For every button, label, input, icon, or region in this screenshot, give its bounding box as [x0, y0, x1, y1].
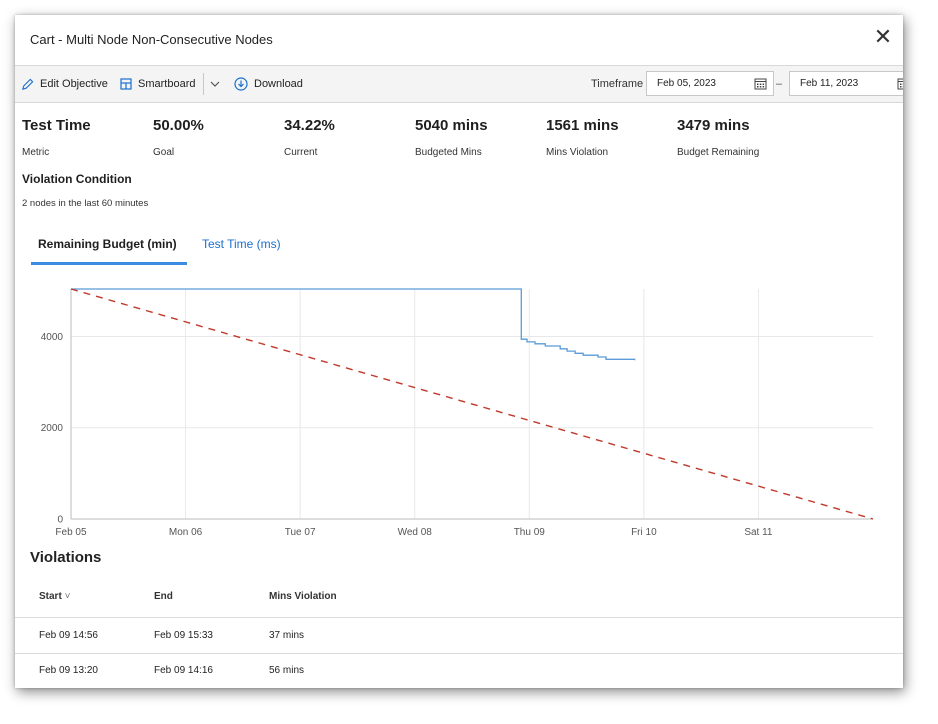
violation-mins-cell: 56 mins: [269, 665, 305, 676]
objective-dialog: Cart - Multi Node Non-Consecutive Nodes …: [15, 15, 903, 688]
x-tick-label: Thu 09: [514, 527, 546, 538]
budget-remaining-label: Budget Remaining: [677, 147, 760, 158]
goal-label: Goal: [153, 147, 175, 158]
budget-remaining-value: 3479 mins: [677, 117, 750, 134]
violation-end-cell: Feb 09 14:16: [154, 665, 213, 676]
x-tick-label: Fri 10: [631, 527, 657, 538]
date-from-value: Feb 05, 2023: [657, 78, 716, 89]
download-icon: [234, 77, 248, 91]
budgeted-mins-label: Budgeted Mins: [415, 147, 482, 158]
smartboard-label: Smartboard: [138, 78, 196, 90]
x-tick-label: Feb 05: [55, 527, 87, 538]
edit-objective-label: Edit Objective: [40, 78, 108, 90]
dialog-title: Cart - Multi Node Non-Consecutive Nodes: [30, 32, 273, 47]
ideal-burn-line: [70, 288, 874, 520]
sort-desc-icon: ˅: [64, 591, 71, 602]
column-header-end[interactable]: End: [154, 591, 173, 602]
edit-objective-button[interactable]: Edit Objective: [21, 66, 108, 102]
y-tick-label: 2000: [41, 423, 64, 434]
x-tick-label: Mon 06: [169, 527, 203, 538]
violation-condition-text: 2 nodes in the last 60 minutes: [22, 198, 149, 209]
date-range-separator: –: [776, 78, 783, 90]
violation-start-cell: Feb 09 13:20: [39, 665, 98, 676]
metric-label: Metric: [22, 147, 50, 158]
x-tick-label: Wed 08: [398, 527, 433, 538]
x-tick-label: Tue 07: [285, 527, 316, 538]
close-icon: ✕: [873, 24, 893, 49]
mins-violation-value: 1561 mins: [546, 117, 619, 134]
goal-value: 50.00%: [153, 117, 204, 134]
violation-start-cell: Feb 09 14:56: [39, 630, 98, 641]
chevron-down-icon: [210, 81, 220, 87]
table-header-divider: [15, 617, 903, 618]
violation-end-cell: Feb 09 15:33: [154, 630, 213, 641]
calendar-icon[interactable]: [897, 77, 903, 90]
remaining-budget-chart: 0 2000 4000 Feb 05 Mon 06 Tue 07 Wed 08 Thu 09 F…: [41, 288, 874, 538]
column-header-mins-violation[interactable]: Mins Violation: [269, 591, 337, 602]
pencil-icon: [22, 78, 34, 90]
tab-test-time[interactable]: Test Time (ms): [202, 237, 281, 251]
budgeted-mins-value: 5040 mins: [415, 117, 488, 134]
metric-value: Test Time: [22, 117, 91, 134]
current-label: Current: [284, 147, 318, 158]
download-button[interactable]: Download: [234, 66, 303, 102]
column-header-start[interactable]: Start ˅: [39, 591, 70, 602]
smartboard-dropdown-toggle[interactable]: [209, 66, 227, 102]
remaining-budget-line: [71, 288, 636, 361]
mins-violation-label: Mins Violation: [546, 147, 609, 158]
dialog-header: Cart - Multi Node Non-Consecutive Nodes …: [15, 15, 903, 66]
violation-mins-cell: 37 mins: [269, 630, 305, 641]
table-row-divider: [15, 653, 903, 654]
calendar-icon[interactable]: [754, 77, 767, 90]
toolbar: Edit Objective Smartboard Download Timef…: [15, 66, 903, 103]
column-header-start-label: Start: [39, 591, 62, 602]
current-value: 34.22%: [284, 117, 335, 134]
close-button[interactable]: ✕: [870, 24, 896, 50]
violation-condition-title: Violation Condition: [22, 172, 132, 186]
date-to-value: Feb 11, 2023: [800, 78, 859, 89]
smartboard-icon: [120, 78, 132, 90]
x-tick-label: Sat 11: [744, 527, 773, 538]
download-label: Download: [254, 78, 303, 90]
y-tick-label: 0: [57, 515, 63, 526]
y-tick-label: 4000: [41, 332, 64, 343]
date-from-input[interactable]: Feb 05, 2023: [646, 71, 774, 96]
active-tab-indicator: [31, 262, 187, 265]
date-to-input[interactable]: Feb 11, 2023: [789, 71, 903, 96]
timeframe-label: Timeframe: [591, 78, 644, 90]
toolbar-divider: [203, 73, 204, 95]
smartboard-button[interactable]: Smartboard: [120, 66, 195, 102]
violations-title: Violations: [30, 549, 102, 566]
tab-remaining-budget[interactable]: Remaining Budget (min): [38, 237, 177, 251]
